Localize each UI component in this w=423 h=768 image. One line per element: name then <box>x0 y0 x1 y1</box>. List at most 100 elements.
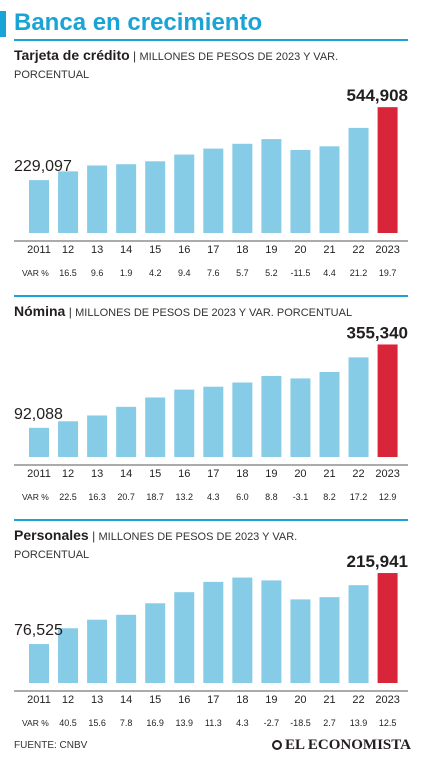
var-value: 13.2 <box>175 492 193 502</box>
category-label: 22 <box>352 468 364 480</box>
var-value: 12.9 <box>379 492 397 502</box>
var-value: 16.9 <box>146 718 164 728</box>
section-separator: | <box>68 305 76 319</box>
category-label: 14 <box>120 468 132 480</box>
category-label: 14 <box>120 694 132 706</box>
category-label: 15 <box>149 468 161 480</box>
var-value: 4.3 <box>236 718 249 728</box>
var-value: 5.7 <box>236 268 249 278</box>
category-label: 18 <box>236 468 248 480</box>
bar-22 <box>348 585 369 683</box>
bar-17 <box>203 386 224 457</box>
section-separator: | <box>92 529 99 543</box>
var-value: 16.5 <box>59 268 77 278</box>
category-label: 18 <box>236 694 248 706</box>
category-label: 2011 <box>27 694 51 706</box>
bar-21 <box>319 597 340 683</box>
bar-19 <box>261 139 282 233</box>
last-value-label: 544,908 <box>347 86 408 105</box>
section-head-nomina: Nómina | MILLONES DE PESOS DE 2023 Y VAR… <box>14 303 374 322</box>
var-value: 21.2 <box>350 268 368 278</box>
category-label: 2011 <box>27 468 51 480</box>
bar-2023 <box>377 107 398 233</box>
var-value: 8.2 <box>323 492 336 502</box>
var-label: VAR % <box>22 492 49 502</box>
var-label: VAR % <box>22 718 49 728</box>
var-value: 4.4 <box>323 268 336 278</box>
var-value: 22.5 <box>59 492 77 502</box>
section-rule-1 <box>14 295 408 297</box>
bar-16 <box>174 592 195 683</box>
last-value-label: 355,340 <box>347 323 408 342</box>
category-label: 2011 <box>27 244 51 256</box>
var-value: 6.0 <box>236 492 249 502</box>
bar-2023 <box>377 344 398 457</box>
category-label: 16 <box>178 694 190 706</box>
var-value: 13.9 <box>350 718 368 728</box>
bar-19 <box>261 375 282 457</box>
category-label: 13 <box>91 694 103 706</box>
var-value: 13.9 <box>175 718 193 728</box>
bar-19 <box>261 580 282 683</box>
category-label: 2023 <box>375 244 399 256</box>
category-label: 16 <box>178 468 190 480</box>
category-label: 16 <box>178 244 190 256</box>
bar-20 <box>290 378 311 457</box>
category-label: 12 <box>62 694 74 706</box>
first-value-label: 76,525 <box>14 622 63 639</box>
var-value: -3.1 <box>293 492 309 502</box>
source-note: FUENTE: CNBV <box>14 740 88 751</box>
category-label: 18 <box>236 244 248 256</box>
bar-20 <box>290 599 311 683</box>
bar-22 <box>348 357 369 457</box>
last-value-label: 215,941 <box>347 552 408 571</box>
bar-2011 <box>29 644 49 683</box>
bar-15 <box>145 603 166 683</box>
category-label: 12 <box>62 244 74 256</box>
section-title: Nómina <box>14 303 66 319</box>
category-label: 22 <box>352 694 364 706</box>
category-label: 15 <box>149 694 161 706</box>
category-label: 22 <box>352 244 364 256</box>
bar-2023 <box>377 573 398 683</box>
section-rule-2 <box>14 519 408 521</box>
var-value: 11.3 <box>205 718 222 728</box>
title-accent-bar <box>0 11 6 37</box>
bar-17 <box>203 148 224 233</box>
bar-17 <box>203 581 224 683</box>
bar-22 <box>348 127 369 233</box>
bar-20 <box>290 149 311 233</box>
category-label: 21 <box>323 244 335 256</box>
var-value: 16.3 <box>88 492 106 502</box>
bar-18 <box>232 577 253 683</box>
category-label: 17 <box>207 244 219 256</box>
bar-12 <box>58 421 79 457</box>
category-label: 19 <box>265 694 277 706</box>
category-label: 14 <box>120 244 132 256</box>
var-value: 19.7 <box>379 268 397 278</box>
logo-icon <box>272 740 282 750</box>
var-value: -2.7 <box>264 718 280 728</box>
category-label: 19 <box>265 244 277 256</box>
var-value: 20.7 <box>117 492 135 502</box>
var-value: 7.6 <box>207 268 220 278</box>
var-value: 7.8 <box>120 718 133 728</box>
bar-13 <box>87 619 108 683</box>
category-label: 2023 <box>375 468 399 480</box>
bar-14 <box>116 614 137 683</box>
var-value: 12.5 <box>379 718 397 728</box>
page-title: Banca en crecimiento <box>14 9 263 36</box>
bar-15 <box>145 397 166 457</box>
logo-text: EL ECONOMISTA <box>285 737 411 753</box>
var-value: 9.6 <box>91 268 104 278</box>
var-value: 4.2 <box>149 268 162 278</box>
publisher-logo: EL ECONOMISTA <box>272 737 411 754</box>
section-title: Tarjeta de crédito <box>14 47 130 63</box>
var-value: 40.5 <box>59 718 77 728</box>
var-value: -11.5 <box>291 268 311 278</box>
first-value-label: 229,097 <box>14 158 72 175</box>
var-value: 8.8 <box>265 492 278 502</box>
bar-16 <box>174 389 195 457</box>
